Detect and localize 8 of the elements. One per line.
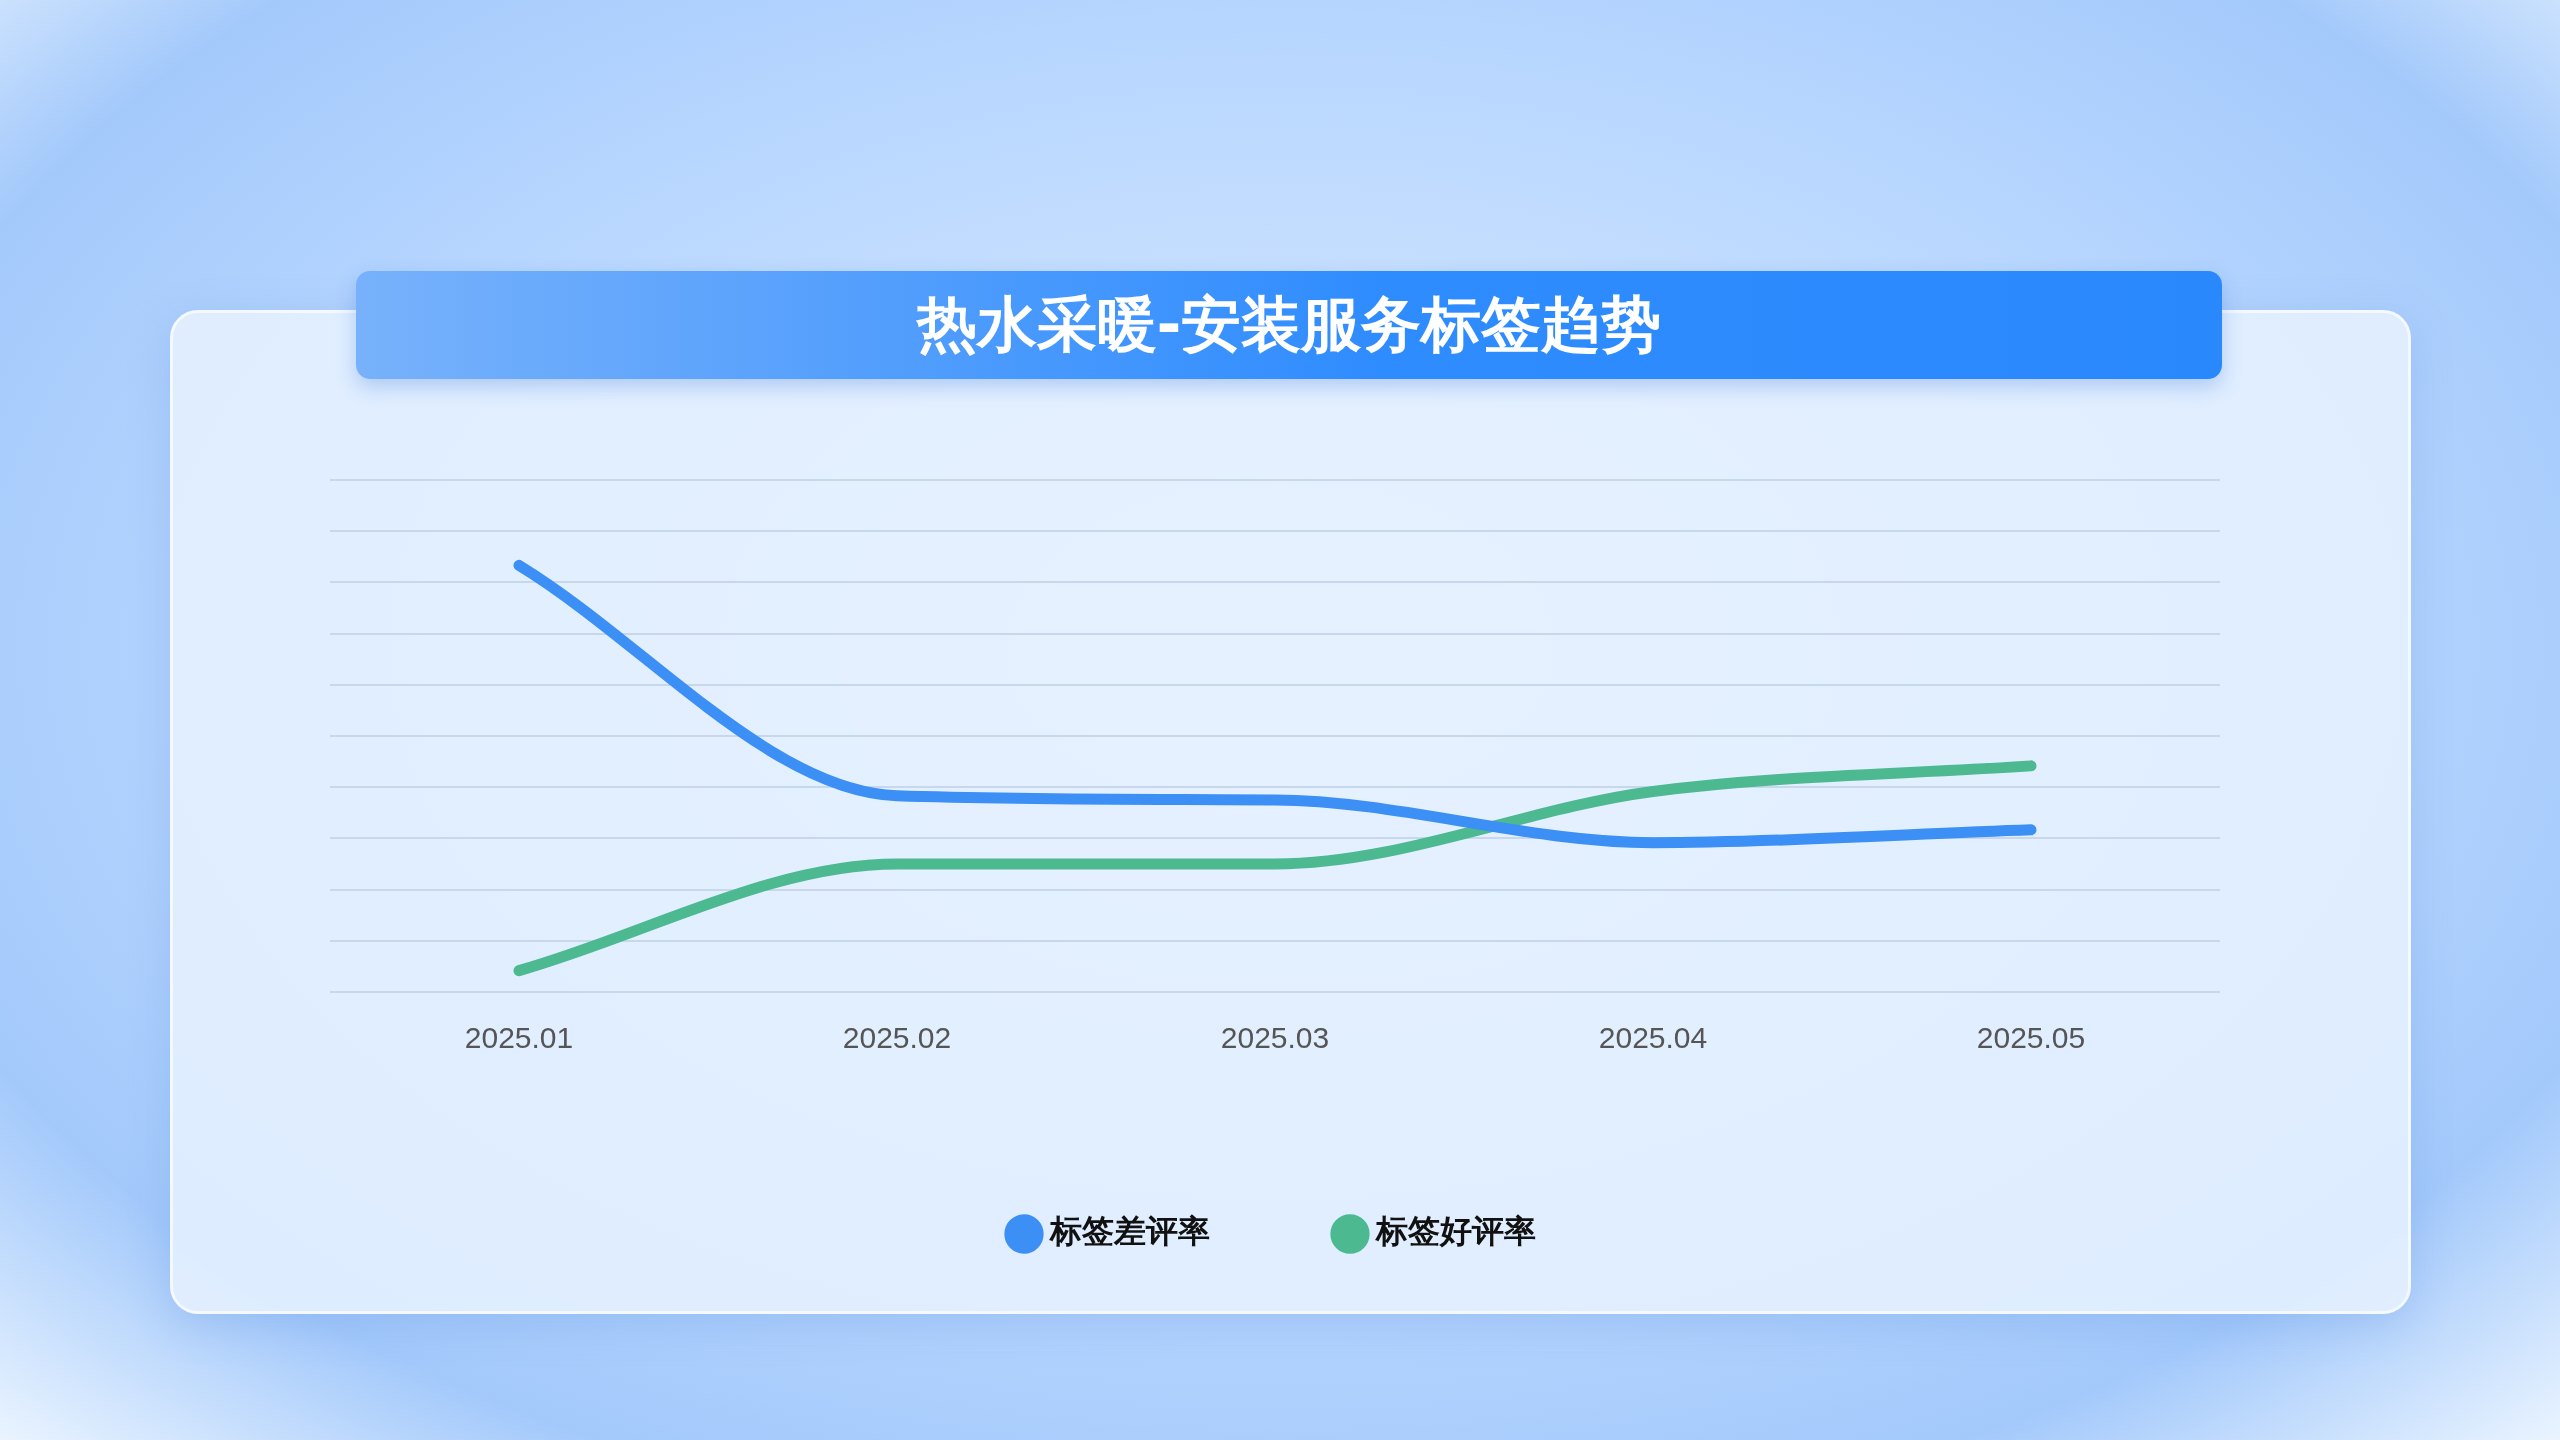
legend-label: 标签差评率 bbox=[1048, 1212, 1210, 1251]
chart-title: 热水采暖-安装服务标签趋势 bbox=[916, 287, 1662, 361]
x-tick-label: 2025.04 bbox=[1598, 1021, 1708, 1055]
x-tick-label: 2025.01 bbox=[464, 1021, 574, 1055]
legend-label: 标签好评率 bbox=[1374, 1212, 1536, 1251]
x-tick-label: 2025.05 bbox=[1976, 1021, 2086, 1055]
x-tick-label: 2025.03 bbox=[1220, 1021, 1330, 1055]
x-tick-label: 2025.02 bbox=[842, 1021, 952, 1055]
